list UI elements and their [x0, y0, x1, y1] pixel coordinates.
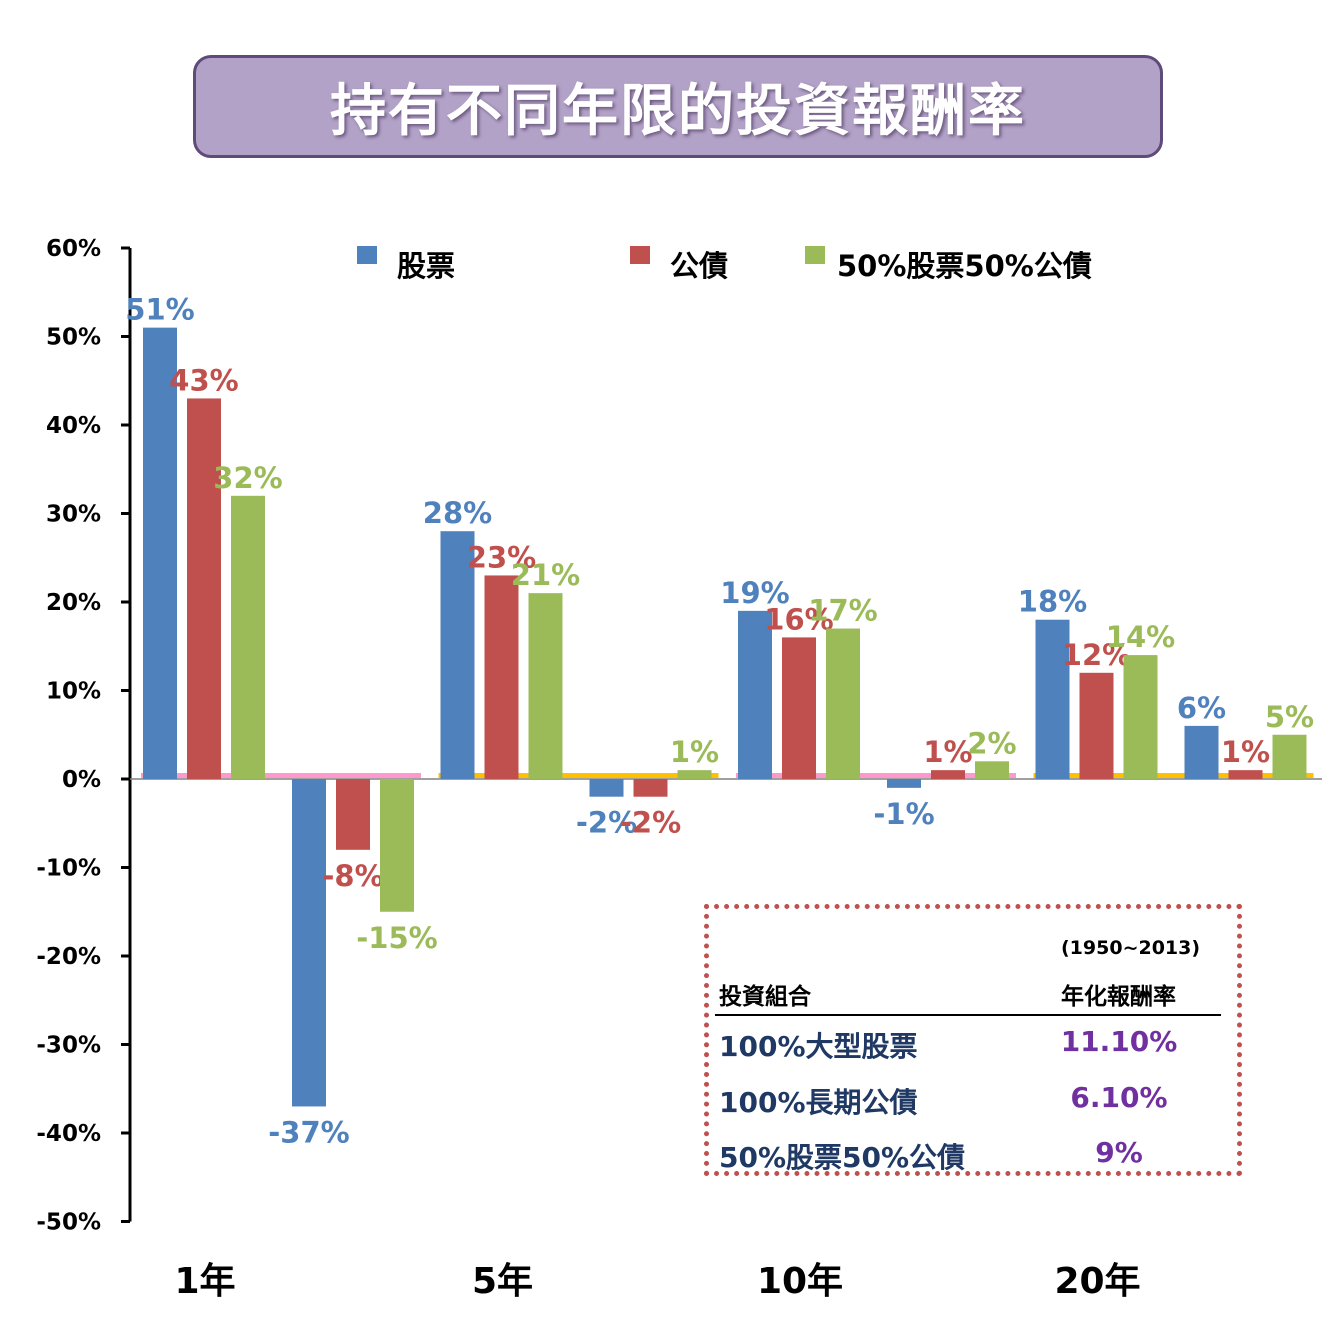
y-tick-label: 20% — [46, 590, 101, 616]
bar — [589, 779, 624, 797]
data-label: 19% — [720, 576, 789, 610]
header-divider — [715, 1014, 1221, 1016]
bar — [1228, 770, 1263, 779]
data-label: 23% — [467, 540, 536, 574]
bar — [1184, 725, 1219, 779]
bar — [231, 495, 265, 779]
title-banner: 持有不同年限的投資報酬率 — [193, 55, 1163, 158]
y-tick-label: 50% — [46, 325, 101, 351]
y-tick-label: 10% — [46, 679, 101, 705]
legend-swatch — [630, 246, 650, 264]
bar — [1272, 734, 1307, 779]
data-label: 12% — [1062, 638, 1131, 672]
bar — [292, 779, 326, 1107]
data-label: 43% — [169, 363, 238, 397]
category-label: 1年 — [174, 1261, 235, 1302]
data-label: 1% — [923, 735, 972, 769]
y-tick-label: -10% — [36, 856, 101, 882]
data-label: 2% — [967, 726, 1016, 760]
table-row-rate: 9% — [1095, 1136, 1143, 1169]
group-underline — [141, 773, 421, 778]
data-label: -2% — [620, 806, 681, 840]
y-tick-label: 0% — [62, 767, 101, 793]
table-row-rate: 6.10% — [1070, 1081, 1168, 1114]
data-label: 32% — [213, 461, 282, 495]
table-row-portfolio: 50%股票50%公債 — [719, 1141, 966, 1174]
data-label: -1% — [873, 797, 934, 831]
y-tick-label: -40% — [36, 1121, 101, 1147]
bar — [336, 779, 370, 850]
bar — [677, 770, 712, 779]
data-label: -8% — [322, 859, 383, 893]
data-label: -37% — [268, 1115, 349, 1149]
y-tick-label: -50% — [36, 1210, 101, 1236]
bar — [975, 761, 1009, 779]
legend-swatch — [357, 246, 377, 264]
data-label: 51% — [125, 293, 194, 327]
category-label: 20年 — [1054, 1261, 1140, 1302]
data-label: 28% — [423, 496, 492, 530]
bar — [826, 628, 860, 779]
legend-label: 公債 — [670, 249, 728, 283]
bar — [528, 593, 563, 779]
y-tick-label: -20% — [36, 944, 101, 970]
table-row-rate: 11.10% — [1060, 1025, 1178, 1058]
data-label: 16% — [764, 602, 833, 636]
bar — [1123, 655, 1158, 779]
legend-label: 股票 — [397, 249, 455, 283]
bar — [440, 531, 475, 779]
bar — [782, 637, 816, 779]
bar — [738, 610, 772, 779]
legend-label: 50%股票50%公債 — [837, 249, 1092, 283]
bar — [931, 770, 965, 779]
data-label: 17% — [808, 594, 877, 628]
table-row-portfolio: 100%長期公債 — [719, 1086, 918, 1119]
data-label: -15% — [356, 921, 437, 955]
period-label: (1950~2013) — [1061, 937, 1201, 959]
y-tick-label: 60% — [46, 236, 101, 262]
bar — [1035, 619, 1070, 779]
bar — [1079, 672, 1114, 779]
bar — [380, 779, 414, 912]
portfolio-header: 投資組合 — [719, 984, 811, 1010]
data-label: 1% — [1221, 735, 1270, 769]
category-label: 10年 — [757, 1261, 843, 1302]
data-label: 1% — [670, 735, 719, 769]
bar — [484, 575, 519, 779]
group-underline — [736, 773, 1016, 778]
data-label: 5% — [1265, 700, 1314, 734]
table-row-portfolio: 100%大型股票 — [719, 1030, 918, 1063]
y-tick-label: 40% — [46, 413, 101, 439]
bar — [887, 779, 921, 788]
chart-title: 持有不同年限的投資報酬率 — [330, 79, 1026, 144]
rate-header: 年化報酬率 — [1061, 984, 1176, 1010]
annualized-return-table: (1950~2013) 投資組合 年化報酬率 100%大型股票 11.10% 1… — [704, 904, 1242, 1176]
data-label: 14% — [1106, 620, 1175, 654]
group-underline — [438, 773, 719, 778]
category-label: 5年 — [472, 1261, 533, 1302]
data-label: -2% — [576, 806, 637, 840]
group-underline — [1033, 773, 1314, 778]
bar — [143, 327, 177, 779]
data-label: 18% — [1018, 585, 1087, 619]
data-label: 21% — [511, 558, 580, 592]
legend-swatch — [805, 246, 825, 264]
y-tick-label: 30% — [46, 502, 101, 528]
y-tick-label: -30% — [36, 1033, 101, 1059]
bar — [633, 779, 668, 797]
bar — [187, 398, 221, 779]
data-label: 6% — [1177, 691, 1226, 725]
